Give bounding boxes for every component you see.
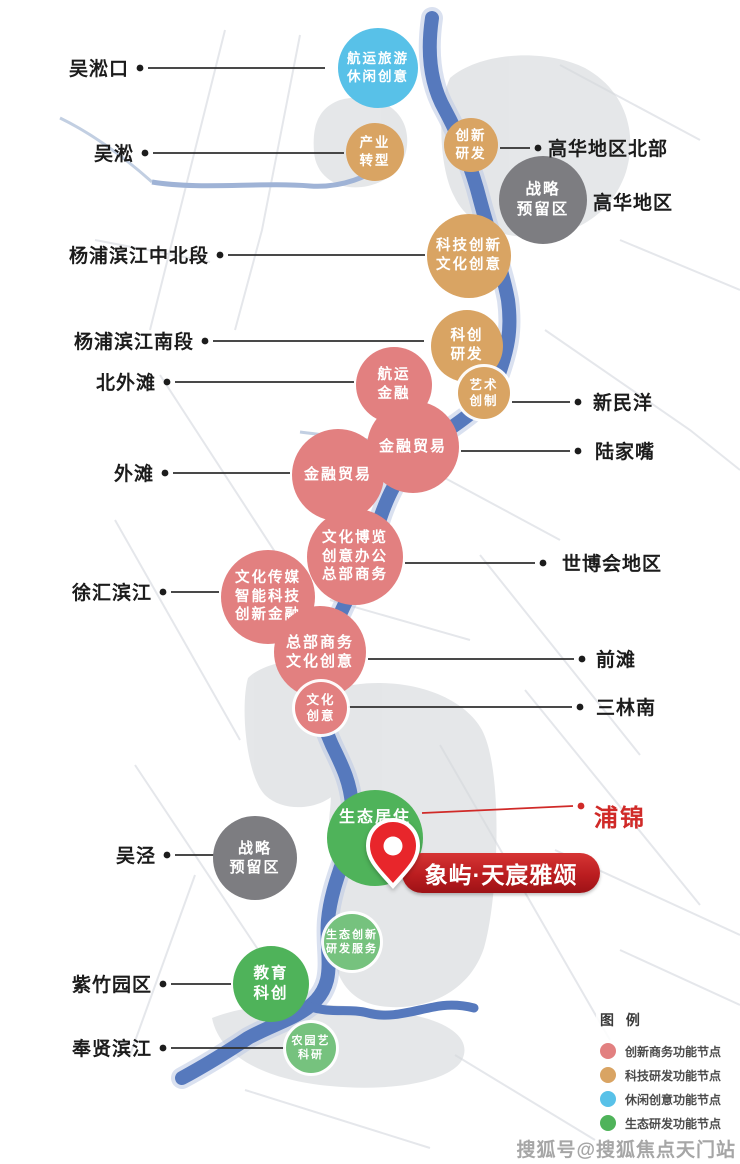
map-node-label: 科技创新 [436, 238, 502, 255]
place-label-wusong: 吴淞 [93, 143, 134, 165]
legend-swatch [600, 1115, 616, 1131]
map-node-tech-innovation-culture: 科技创新 文化创意 [427, 214, 511, 298]
map-node-label: 文化博览 [322, 529, 388, 546]
map-node-label: 预留区 [229, 859, 281, 876]
map-node-label: 转型 [359, 153, 391, 168]
legend-label: 生态研发功能节点 [625, 1116, 722, 1131]
place-label-wujing: 吴泾 [115, 845, 156, 867]
map-node-label: 艺术 [469, 377, 499, 392]
map-node-label: 研发 [450, 347, 484, 363]
map-node-label: 研发服务 [326, 943, 378, 955]
place-label-bund: 外滩 [113, 463, 154, 485]
map-node-label: 总部商务 [322, 567, 388, 584]
place-label-fengxian-riverside: 奉贤滨江 [71, 1038, 152, 1060]
legend-item: 生态研发功能节点 [600, 1111, 721, 1135]
map-node-label: 创意办公 [322, 548, 388, 565]
map-node-label: 文化创意 [285, 653, 354, 670]
map-node-culture-creative: 文化 创意 [295, 682, 347, 734]
map-node-label: 休闲创意 [347, 69, 409, 84]
place-label-yangpu-mid-north: 杨浦滨江中北段 [68, 245, 209, 267]
legend-label: 休闲创意功能节点 [625, 1092, 722, 1107]
map-node-label: 文化创意 [436, 257, 502, 273]
legend-swatch [600, 1043, 616, 1059]
map-node-label: 文化 [306, 692, 336, 707]
map-node-label: 教育 [253, 964, 289, 982]
map-node-label: 战略 [525, 180, 561, 198]
place-label-wusongkou: 吴淞口 [68, 58, 129, 80]
map-node-label: 科研 [298, 1049, 324, 1061]
legend-title: 图 例 [600, 1012, 644, 1028]
place-label-lujiazui: 陆家嘴 [595, 441, 656, 463]
legend-item: 科技研发功能节点 [600, 1063, 721, 1087]
map-node-label: 智能科技 [235, 588, 301, 605]
legend: 图 例 创新商务功能节点 科技研发功能节点 休闲创意功能节点 生态研发功能节点 [596, 1008, 726, 1137]
map-node-industry-transform: 产业 转型 [346, 123, 404, 181]
legend-items: 创新商务功能节点 科技研发功能节点 休闲创意功能节点 生态研发功能节点 [600, 1039, 721, 1135]
legend-swatch [600, 1067, 616, 1083]
map-node-label: 生态创新 [326, 928, 378, 941]
project-badge-label: 象屿·天宸雅颂 [424, 862, 578, 888]
place-label-north-bund: 北外滩 [95, 372, 156, 394]
map-node-eco-innovation-rd: 生态创新 研发服务 [324, 914, 380, 970]
map-node-label: 金融贸易 [378, 438, 447, 456]
place-label-xuhui-riverside: 徐汇滨江 [71, 582, 152, 604]
map-node-label: 科创 [253, 985, 289, 1002]
place-label-sanlin-south: 三林南 [596, 697, 657, 719]
map-node-label: 创制 [469, 394, 499, 408]
map-node-label: 航运 [377, 367, 411, 384]
legend-label: 科技研发功能节点 [625, 1068, 722, 1083]
map-node-label: 战略 [237, 839, 272, 857]
place-label-gaohua-north: 高华地区北部 [548, 138, 669, 160]
place-label-zizhu-park: 紫竹园区 [71, 974, 152, 996]
map-node-innovation-rd: 创新 研发 [444, 118, 498, 172]
map-node-art-creation: 艺术 创制 [458, 367, 510, 419]
map-node-finance-trade-west: 金融贸易 [292, 429, 384, 521]
map-node-education-scitech: 教育 科创 [233, 946, 309, 1022]
map-node-label: 创新金融 [235, 607, 301, 624]
place-label-pujin: 浦锦 [594, 804, 646, 832]
map-node-label: 农园艺 [291, 1034, 331, 1047]
place-label-yangpu-south: 杨浦滨江南段 [73, 331, 194, 353]
legend-item: 休闲创意功能节点 [600, 1087, 721, 1111]
map-node-label: 总部商务 [285, 633, 354, 651]
map-node-strategic-reserve-south: 战略 预留区 [213, 816, 297, 900]
place-label-gaohua: 高华地区 [593, 192, 674, 214]
place-label-expo-area: 世博会地区 [562, 553, 663, 575]
map-node-shipping-tourism: 航运旅游 休闲创意 [338, 28, 418, 108]
map-node-label: 科创 [450, 328, 484, 345]
place-label-qiantan: 前滩 [596, 649, 637, 671]
map-node-label: 产业 [359, 135, 391, 151]
map-node-culture-media-fintech: 文化传媒智能科技创新金融 [221, 550, 315, 644]
map-node-label: 金融贸易 [303, 466, 372, 484]
map-node-label: 创新 [455, 128, 487, 144]
map-node-label: 研发 [455, 146, 487, 161]
map-node-agri-garden-research: 农园艺 科研 [286, 1023, 336, 1073]
legend-item: 创新商务功能节点 [600, 1039, 721, 1063]
map-node-culture-expo-office: 文化博览创意办公总部商务 [307, 509, 403, 605]
map-node-label: 创意 [306, 709, 336, 723]
map-node-label: 预留区 [516, 201, 570, 218]
location-pin-icon [365, 817, 421, 889]
map-node-label: 文化传媒 [235, 569, 301, 586]
map-node-label: 金融 [377, 386, 411, 402]
legend-label: 创新商务功能节点 [625, 1044, 722, 1059]
legend-swatch [600, 1091, 616, 1107]
map-node-label: 航运旅游 [347, 51, 409, 67]
place-label-xinminyang: 新民洋 [593, 392, 654, 414]
project-badge: 象屿·天宸雅颂 [402, 853, 600, 893]
map-node-strategic-reserve-north: 战略 预留区 [499, 156, 587, 244]
watermark: 搜狐号@搜狐焦点天门站 [516, 1140, 736, 1161]
